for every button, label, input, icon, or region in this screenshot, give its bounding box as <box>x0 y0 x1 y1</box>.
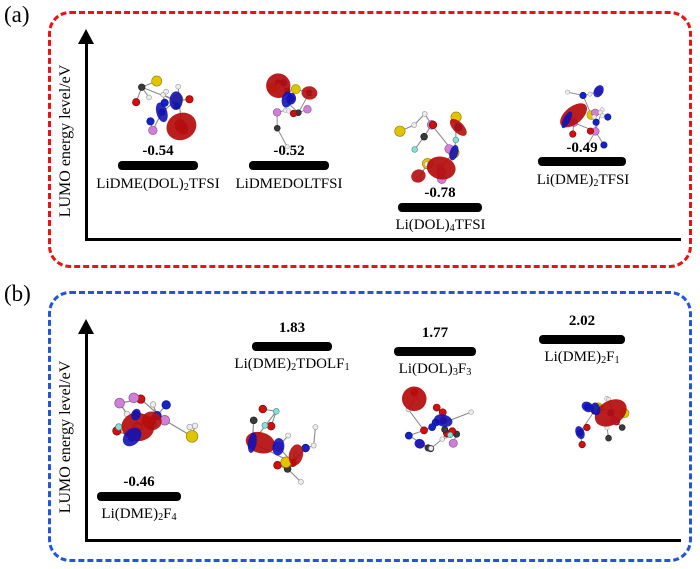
species-label: Li(DME)2F1 <box>544 349 620 367</box>
energy-value: -0.52 <box>273 143 305 159</box>
species-label: Li(DOL)3F3 <box>398 361 472 379</box>
molecule-image <box>401 386 474 453</box>
energy-level-bar <box>118 161 198 170</box>
species-label: Li(DME)2TFSI <box>536 172 630 190</box>
species-label: LiDME(DOL)2TFSI <box>96 176 220 194</box>
species-label: Li(DME)2TDOLF1 <box>234 356 350 374</box>
panel-a-y-axis-label: LUMO energy level/eV <box>57 64 74 218</box>
panel-b-y-axis <box>85 333 88 541</box>
panel-a-x-axis <box>85 238 681 241</box>
energy-value: -0.46 <box>123 474 155 490</box>
molecule-image <box>575 396 630 449</box>
energy-level-bar <box>249 161 329 170</box>
energy-level-bar <box>394 347 476 356</box>
energy-level-bar <box>97 492 181 501</box>
panel-b-y-axis-label: LUMO energy level/eV <box>57 360 74 514</box>
molecule-image <box>394 111 467 184</box>
panel-b-x-axis <box>85 539 681 542</box>
energy-level-bar <box>252 342 332 351</box>
species-label: Li(DOL)4TFSI <box>395 217 486 235</box>
panel-a-tag: (a) <box>4 2 30 27</box>
energy-value: -0.49 <box>566 140 598 156</box>
energy-level-bar <box>538 157 626 166</box>
species-label: LiDMEDOLTFSI <box>235 176 343 192</box>
panel-a-y-axis-arrow-icon <box>78 29 94 44</box>
energy-value: 1.83 <box>278 320 306 336</box>
energy-value: -0.78 <box>424 185 456 201</box>
panel-b-y-axis-arrow-icon <box>78 319 94 334</box>
molecule-image <box>245 404 319 485</box>
molecule-image <box>112 392 199 447</box>
energy-value: 1.77 <box>421 325 449 341</box>
energy-level-bar <box>539 335 625 344</box>
species-label: Li(DME)2F4 <box>101 506 177 524</box>
panel-a-border <box>48 11 692 268</box>
panel-a-y-axis <box>85 43 88 240</box>
molecule-image <box>266 73 318 150</box>
energy-value: -0.54 <box>142 143 174 159</box>
molecule-image <box>132 75 197 141</box>
energy-value: 2.02 <box>568 313 596 329</box>
energy-level-bar <box>398 203 482 212</box>
panel-b-tag: (b) <box>4 281 31 306</box>
panel-b-border <box>48 291 692 562</box>
molecule-image <box>560 85 612 150</box>
